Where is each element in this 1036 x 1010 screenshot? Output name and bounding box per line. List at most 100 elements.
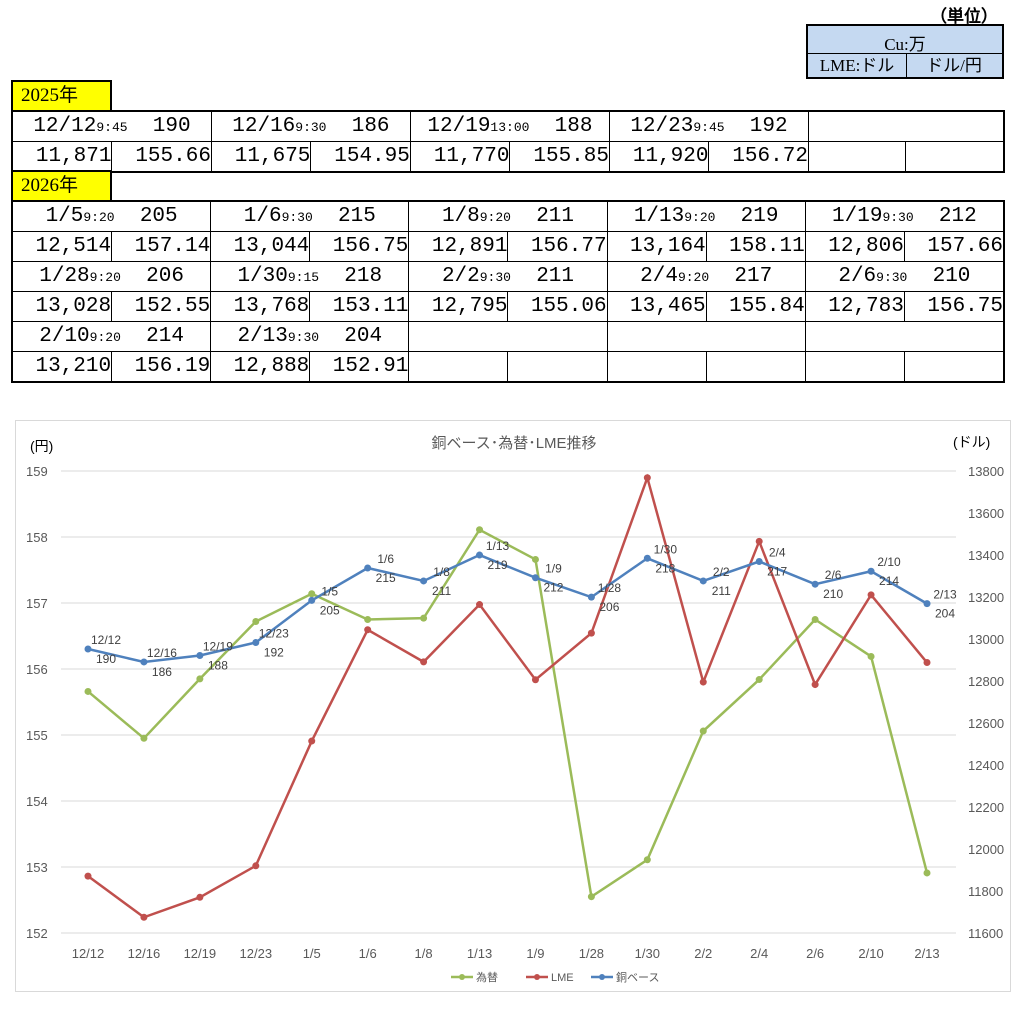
time: 9:20 — [83, 210, 115, 225]
date: 1/30 — [237, 265, 288, 288]
lme-cell: 12,806 — [804, 231, 905, 262]
cu-unit: Cu:万 — [884, 35, 926, 54]
data-label-date: 1/30 — [654, 542, 678, 556]
date: 2/4 — [640, 265, 678, 288]
copper-base: 211 — [536, 265, 574, 288]
fx-cell: 156.75 — [309, 231, 410, 262]
lme-cell — [807, 141, 907, 173]
lme-cell: 11,675 — [210, 141, 312, 173]
lme-cell: 12,514 — [11, 231, 113, 262]
copper-base: 219 — [740, 205, 779, 228]
fx-cell: 153.11 — [309, 291, 410, 322]
date: 12/16 — [232, 115, 296, 138]
date-cell: 1/289:20 206 — [11, 261, 212, 292]
data-label-value: 212 — [543, 581, 563, 595]
time: 9:30 — [479, 270, 511, 285]
data-label-date: 2/13 — [933, 588, 957, 602]
time: 9:15 — [287, 270, 320, 285]
fx-cell: 155.06 — [507, 291, 608, 322]
date-cell: 2/109:20 214 — [11, 321, 212, 352]
data-label-value: 211 — [432, 584, 451, 598]
series-line-0 — [87, 528, 929, 899]
lme-cell: 13,044 — [210, 231, 311, 262]
lme-cell: 13,028 — [11, 291, 113, 322]
fx-cell: 157.14 — [111, 231, 212, 262]
data-label-value: 219 — [488, 558, 508, 572]
date: 2/6 — [838, 265, 877, 288]
data-label-value: 218 — [655, 561, 675, 575]
legend-marker — [459, 974, 465, 980]
lme-cell: 11,920 — [608, 141, 710, 173]
y2-axis-label: (ドル) — [953, 434, 990, 450]
fx-cell: 155.85 — [509, 141, 610, 173]
date: 1/8 — [441, 205, 480, 228]
date-cell: 12/169:30 186 — [210, 110, 411, 142]
copper-base: 217 — [734, 265, 773, 288]
data-point — [699, 727, 707, 735]
y2-tick-label: 13200 — [968, 590, 1004, 605]
data-label-date: 2/6 — [825, 568, 842, 582]
data-point — [755, 558, 763, 566]
data-label-value: 205 — [320, 603, 340, 617]
copper-base: 212 — [938, 205, 977, 228]
date-cell: 12/1913:00 188 — [409, 110, 611, 142]
date: 1/13 — [633, 205, 685, 228]
x-tick-label: 1/5 — [303, 946, 321, 961]
date-cell: 1/139:20 219 — [606, 200, 806, 232]
copper-base: 211 — [536, 205, 574, 228]
time: 9:20 — [684, 210, 716, 225]
chart: 152 153 154 155 156 157 158 159 11600 11800 12000 1… — [15, 420, 1011, 992]
fx-cell — [903, 351, 1005, 383]
x-tick-label: 2/13 — [914, 946, 939, 961]
y-tick-label: 153 — [26, 860, 48, 875]
x-tick-label: 1/13 — [467, 946, 492, 961]
copper-base: 206 — [146, 265, 184, 288]
price-table: 12/129:45 190 12/169:30 186 12/1913:00 188… — [11, 110, 1005, 173]
data-point — [811, 681, 819, 689]
data-label-value: 211 — [712, 584, 731, 598]
copper-base: 192 — [749, 115, 788, 138]
y-tick-label: 159 — [26, 464, 48, 479]
date-cell: 2/139:30 204 — [210, 321, 410, 352]
date-cell — [804, 321, 1005, 352]
date-cell — [606, 321, 806, 352]
data-point — [140, 734, 148, 742]
x-tick-label: 2/10 — [858, 946, 883, 961]
data-point — [308, 590, 316, 598]
data-point — [476, 526, 484, 534]
fx-cell: 156.77 — [507, 231, 608, 262]
chart-title: 銅ベース･為替･LME推移 — [431, 435, 596, 452]
data-point — [84, 687, 92, 695]
date-cell: 1/89:20 211 — [408, 200, 608, 232]
y-tick-label: 156 — [26, 662, 48, 677]
date-cell: 2/69:30 210 — [804, 261, 1005, 292]
data-point — [420, 577, 428, 585]
time: 9:30 — [281, 210, 313, 225]
fx-cell: 155.66 — [111, 141, 212, 173]
legend-marker — [599, 974, 605, 980]
data-point — [252, 862, 260, 870]
data-label-date: 1/8 — [433, 565, 450, 579]
y2-tick-label: 13000 — [968, 632, 1004, 647]
legend-marker — [534, 974, 540, 980]
fx-cell — [507, 351, 608, 383]
data-point — [196, 651, 204, 659]
year-label: 2026年 — [11, 170, 112, 200]
y2-tick-label: 12600 — [968, 716, 1004, 731]
data-label-date: 1/13 — [486, 539, 510, 553]
data-label-value: 186 — [152, 665, 172, 679]
lme-cell: 12,888 — [210, 351, 311, 383]
x-tick-label: 2/2 — [694, 946, 712, 961]
date-row: 1/289:20 206 1/309:15 218 2/29:30 211 2/49:… — [11, 261, 1005, 292]
data-point — [587, 629, 595, 637]
y2-tick-label: 11600 — [968, 926, 1003, 941]
unit-label: （単位） — [930, 7, 998, 26]
x-tick-label: 1/9 — [526, 946, 544, 961]
data-label-value: 217 — [767, 565, 787, 579]
data-label-date: 2/4 — [769, 546, 786, 560]
y2-tick-label: 12800 — [968, 674, 1004, 689]
copper-base: 190 — [152, 115, 191, 138]
data-point — [923, 869, 931, 877]
lme-cell: 12,795 — [408, 291, 509, 322]
date-row: 12/129:45 190 12/169:30 186 12/1913:00 188… — [11, 110, 1005, 142]
